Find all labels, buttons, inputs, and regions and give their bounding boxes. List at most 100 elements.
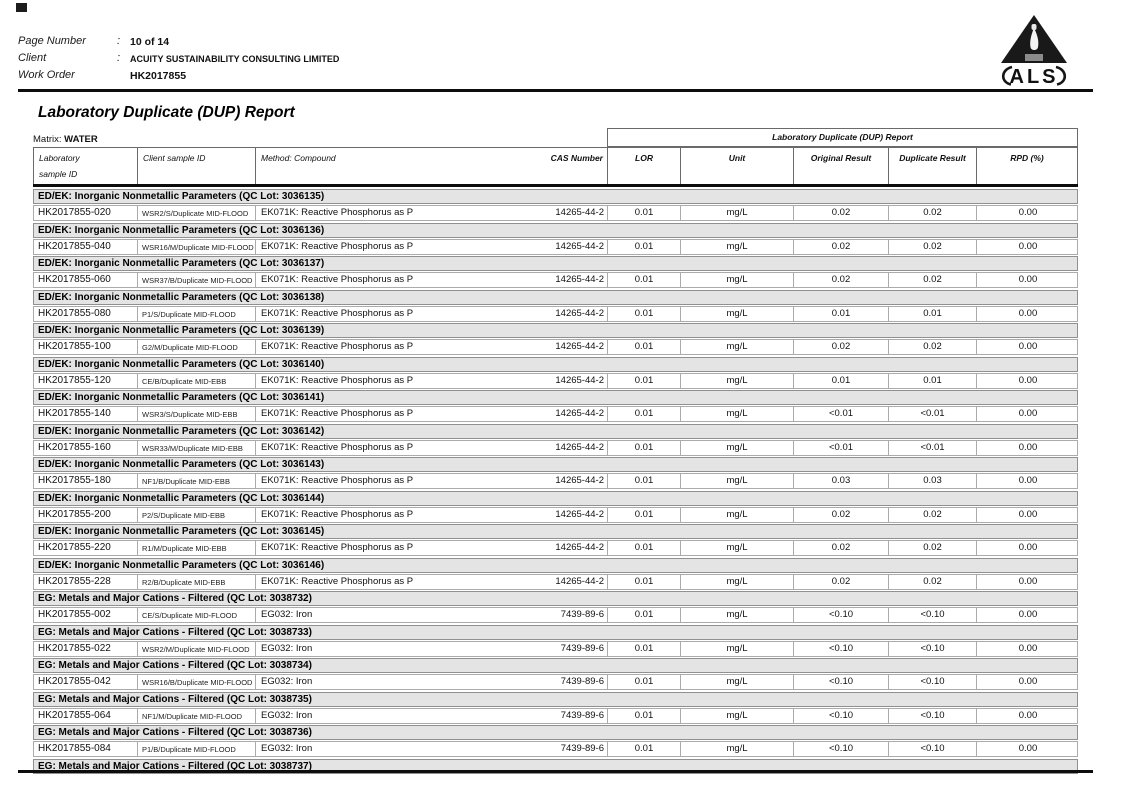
cell-method-cas: EK071K: Reactive Phosphorus as P 14265-4… — [256, 206, 608, 220]
cell-cas-number: 7439-89-6 — [560, 743, 604, 754]
cell-method: EK071K: Reactive Phosphorus as P — [261, 441, 414, 453]
col-header-lab-line1: Laboratory — [39, 153, 80, 163]
cell-cas-number: 14265-44-2 — [555, 408, 604, 419]
cell-duplicate-result: <0.01 — [889, 440, 977, 455]
cell-original-result: 0.02 — [794, 507, 889, 522]
cell-cas-number: 14265-44-2 — [555, 542, 604, 553]
col-header-cas-number: CAS Number — [550, 153, 603, 163]
section-header: EG: Metals and Major Cations - Filtered … — [33, 658, 1078, 673]
cell-method-cas: EG032: Iron 7439-89-6 — [256, 742, 608, 756]
table-row: HK2017855-022 WSR2/M/Duplicate MID-FLOOD… — [33, 640, 1078, 657]
cell-rpd: 0.00 — [1018, 274, 1038, 285]
cell-method: EK071K: Reactive Phosphorus as P — [261, 374, 414, 386]
cell-client-sample-id: WSR2/M/Duplicate MID-FLOOD — [138, 641, 256, 656]
cell-method: EK071K: Reactive Phosphorus as P — [261, 240, 414, 252]
cell-lab-sample-id: HK2017855-060 — [34, 273, 138, 287]
cell-client-sample-id: NF1/B/Duplicate MID-EBB — [138, 474, 256, 488]
cell-original-result: 0.02 — [794, 541, 889, 555]
cell-cas-number: 14265-44-2 — [555, 240, 604, 252]
cell-original-result: 0.02 — [794, 239, 889, 254]
cell-duplicate-result: 0.02 — [889, 574, 977, 589]
cell-lab-sample-id: HK2017855-022 — [34, 641, 138, 656]
cell-unit: mg/L — [681, 541, 794, 555]
cell-lor: 0.01 — [608, 541, 681, 555]
cell-duplicate-result: 0.03 — [889, 474, 977, 488]
cell-rpd: 0.00 — [1018, 441, 1038, 453]
col-header-method-compound: Method: Compound CAS Number — [255, 148, 607, 185]
cell-lor: 0.01 — [608, 273, 681, 287]
page-number-label: Page Number — [18, 35, 86, 47]
cell-unit: mg/L — [681, 306, 794, 321]
cell-duplicate-result: 0.02 — [889, 273, 977, 287]
cell-method-cas: EK071K: Reactive Phosphorus as P 14265-4… — [256, 541, 608, 555]
col-header-lab-sample-id: Laboratory sample ID — [33, 148, 137, 185]
cell-unit: mg/L — [681, 206, 794, 220]
cell-unit: mg/L — [681, 507, 794, 522]
col-header-lab-line2: sample ID — [39, 169, 78, 179]
section-header: ED/EK: Inorganic Nonmetallic Parameters … — [33, 524, 1078, 539]
col-header-duplicate-result: Duplicate Result — [888, 148, 976, 185]
cell-client-sample-id: WSR16/M/Duplicate MID-FLOOD — [138, 239, 256, 254]
cell-original-result: 0.03 — [794, 474, 889, 488]
table-row: HK2017855-020 WSR2/S/Duplicate MID-FLOOD… — [33, 205, 1078, 221]
matrix-line: Matrix: WATER — [33, 134, 98, 145]
cell-original-result: 0.02 — [794, 273, 889, 287]
section-header: EG: Metals and Major Cations - Filtered … — [33, 725, 1078, 740]
cell-method: EK071K: Reactive Phosphorus as P — [261, 542, 414, 553]
section-header: ED/EK: Inorganic Nonmetallic Parameters … — [33, 490, 1078, 506]
cell-lab-sample-id: HK2017855-200 — [34, 507, 138, 522]
cell-lor: 0.01 — [608, 742, 681, 756]
table-row: HK2017855-228 R2/B/Duplicate MID-EBB EK0… — [33, 573, 1078, 590]
cell-lab-sample-id: HK2017855-020 — [34, 206, 138, 220]
cell-unit: mg/L — [681, 373, 794, 388]
cell-lab-sample-id: HK2017855-140 — [34, 407, 138, 421]
cell-method: EK071K: Reactive Phosphorus as P — [261, 207, 414, 218]
scan-artifact-mark — [16, 3, 27, 12]
cell-method-cas: EK071K: Reactive Phosphorus as P 14265-4… — [256, 306, 608, 321]
cell-lor: 0.01 — [608, 239, 681, 254]
section-header: ED/EK: Inorganic Nonmetallic Parameters … — [33, 222, 1078, 238]
section-header: ED/EK: Inorganic Nonmetallic Parameters … — [33, 189, 1078, 204]
table-header-row: Laboratory sample ID Client sample ID Me… — [33, 147, 1078, 185]
table-header-thick-rule — [33, 184, 1078, 187]
cell-original-result: <0.10 — [794, 608, 889, 622]
table-row: HK2017855-220 R1/M/Duplicate MID-EBB EK0… — [33, 540, 1078, 556]
table-row: HK2017855-064 NF1/M/Duplicate MID-FLOOD … — [33, 707, 1078, 724]
cell-client-sample-id: WSR3/S/Duplicate MID-EBB — [138, 407, 256, 421]
cell-cas-number: 14265-44-2 — [555, 374, 604, 386]
section-header: EG: Metals and Major Cations - Filtered … — [33, 691, 1078, 707]
col-header-method-label: Method: Compound — [261, 153, 336, 163]
cell-method-cas: EK071K: Reactive Phosphorus as P 14265-4… — [256, 373, 608, 388]
cell-duplicate-result: 0.02 — [889, 340, 977, 354]
section-header: ED/EK: Inorganic Nonmetallic Parameters … — [33, 356, 1078, 372]
cell-method: EK071K: Reactive Phosphorus as P — [261, 408, 414, 419]
cell-client-sample-id: CE/B/Duplicate MID-EBB — [138, 373, 256, 388]
cell-rpd: 0.00 — [1018, 575, 1038, 587]
cell-cas-number: 7439-89-6 — [560, 642, 604, 654]
cell-unit: mg/L — [681, 340, 794, 354]
cell-client-sample-id: WSR33/M/Duplicate MID-EBB — [138, 440, 256, 455]
cell-rpd: 0.00 — [1018, 542, 1038, 553]
cell-duplicate-result: <0.10 — [889, 708, 977, 723]
cell-rpd: 0.00 — [1018, 475, 1038, 486]
cell-duplicate-result: 0.02 — [889, 507, 977, 522]
cell-method-cas: EK071K: Reactive Phosphorus as P 14265-4… — [256, 574, 608, 589]
table-row: HK2017855-042 WSR16/B/Duplicate MID-FLOO… — [33, 674, 1078, 690]
cell-method: EK071K: Reactive Phosphorus as P — [261, 341, 414, 352]
matrix-label: Matrix: — [33, 134, 62, 145]
cell-method: EK071K: Reactive Phosphorus as P — [261, 307, 414, 319]
cell-rpd: 0.00 — [1018, 374, 1038, 386]
section-header: EG: Metals and Major Cations - Filtered … — [33, 758, 1078, 774]
cell-cas-number: 7439-89-6 — [560, 609, 604, 620]
cell-method-cas: EG032: Iron 7439-89-6 — [256, 608, 608, 622]
table-row: HK2017855-200 P2/S/Duplicate MID-EBB EK0… — [33, 506, 1078, 523]
cell-cas-number: 14265-44-2 — [555, 475, 604, 486]
cell-lab-sample-id: HK2017855-002 — [34, 608, 138, 622]
client-value: ACUITY SUSTAINABILITY CONSULTING LIMITED — [130, 54, 340, 64]
cell-cas-number: 14265-44-2 — [555, 207, 604, 218]
cell-rpd: 0.00 — [1018, 508, 1038, 520]
cell-lab-sample-id: HK2017855-160 — [34, 440, 138, 455]
cell-duplicate-result: <0.10 — [889, 742, 977, 756]
section-header: ED/EK: Inorganic Nonmetallic Parameters … — [33, 256, 1078, 271]
client-colon: : — [117, 52, 121, 64]
